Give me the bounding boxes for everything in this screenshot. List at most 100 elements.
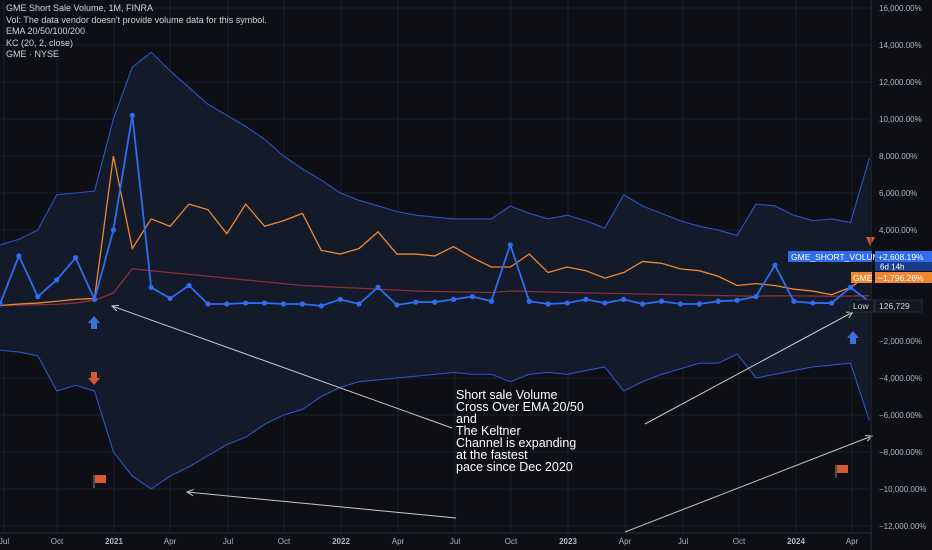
short-volume-point xyxy=(583,296,589,302)
ema-slow-line xyxy=(0,268,870,307)
short-volume-point xyxy=(677,301,684,307)
flag-marker xyxy=(95,475,106,483)
price-tags: GME_SHORT_VOLUME +2,608.19% 6d 14h GME −… xyxy=(788,251,932,313)
legend-ema[interactable]: EMA 20/50/100/200 xyxy=(6,26,86,36)
short-volume-point xyxy=(696,301,702,307)
short-volume-point xyxy=(621,296,627,302)
short-volume-point xyxy=(243,300,249,306)
short-volume-point xyxy=(205,301,211,307)
gme-tag-value: −1,796.26% xyxy=(878,273,924,283)
gme-tag-name: GME xyxy=(853,273,873,283)
short-volume-point xyxy=(545,301,551,307)
short-volume-point xyxy=(337,296,343,302)
y-tick-label: 4,000.00% xyxy=(879,226,917,235)
short-volume-point xyxy=(73,255,79,261)
x-tick-label: Oct xyxy=(51,537,64,546)
annotation-line: Cross Over EMA 20/50 xyxy=(456,400,584,414)
annotation-text[interactable]: Short sale Volume Cross Over EMA 20/50 a… xyxy=(456,389,584,474)
y-tick-label: 16,000.00% xyxy=(879,4,922,13)
annotation-line: pace since Dec 2020 xyxy=(456,460,573,474)
legend-symbol[interactable]: GME · NYSE xyxy=(6,49,60,59)
annotation-arrow xyxy=(111,305,453,429)
x-tick-label: 2024 xyxy=(787,537,805,546)
x-tick-label: Jul xyxy=(223,537,233,546)
y-tick-label: −6,000.00% xyxy=(879,411,922,420)
keltner-channel xyxy=(0,51,870,490)
gme-value-bg xyxy=(875,272,932,283)
short-volume-point xyxy=(110,227,116,233)
short-volume-point xyxy=(640,301,646,307)
x-tick-label: Jul xyxy=(0,537,9,546)
annotation-line: The Keltner xyxy=(456,424,521,438)
annotation-arrow-head xyxy=(864,434,874,442)
x-tick-label: Apr xyxy=(392,537,405,546)
short-volume-point xyxy=(394,302,400,308)
short-volume-point xyxy=(432,299,438,305)
x-tick-label: 2021 xyxy=(105,537,123,546)
short-volume-point xyxy=(299,301,305,307)
flag-marker xyxy=(837,465,848,473)
keltner-fill xyxy=(0,52,870,490)
short-volume-point xyxy=(35,294,41,300)
short-volume-point xyxy=(829,300,835,306)
short-volume-point xyxy=(224,301,230,307)
short-volume-point xyxy=(658,298,665,304)
up-arrow-marker xyxy=(847,331,859,344)
annotation-arrows xyxy=(110,304,874,533)
annotation-arrow-head xyxy=(110,304,120,312)
short-volume-point xyxy=(148,284,154,290)
short-volume-point xyxy=(847,284,854,290)
low-value-bg xyxy=(874,299,923,313)
short-volume-value-bg xyxy=(875,251,932,262)
x-tick-label: Oct xyxy=(505,537,518,546)
short-volume-point xyxy=(526,298,532,304)
signal-markers xyxy=(88,237,875,488)
short-volume-point xyxy=(318,303,324,309)
annotation-arrow xyxy=(644,311,854,425)
y-tick-label: 10,000.00% xyxy=(879,115,922,124)
keltner-upper-line xyxy=(0,51,870,246)
legend-kc[interactable]: KC (20, 2, close) xyxy=(6,37,74,48)
legend-title[interactable]: GME Short Sale Volume, 1M, FINRA xyxy=(6,3,154,13)
short-volume-point xyxy=(451,296,457,302)
short-volume-point xyxy=(356,301,362,307)
y-tick-label: 14,000.00% xyxy=(879,41,922,50)
short-volume-point xyxy=(262,300,268,306)
short-volume-point xyxy=(715,298,721,304)
short-volume-point xyxy=(413,299,419,305)
keltner-lower-line xyxy=(0,349,870,490)
y-tick-label: 12,000.00% xyxy=(879,78,922,87)
x-tick-label: Apr xyxy=(164,537,177,546)
short-volume-tag-value: +2,608.19% xyxy=(878,252,924,262)
x-tick-label: 2023 xyxy=(559,537,577,546)
x-tick-label: Oct xyxy=(733,537,746,546)
short-volume-point xyxy=(129,112,135,118)
y-tick-label: −2,000.00% xyxy=(879,337,922,346)
short-volume-point xyxy=(772,262,778,268)
short-volume-point xyxy=(469,294,476,300)
series-lines xyxy=(0,112,873,309)
x-tick-label: Jul xyxy=(678,537,688,546)
low-tag-value: 126,729 xyxy=(879,301,910,311)
annotation-arrow-head xyxy=(185,489,194,497)
short-volume-point xyxy=(507,242,513,248)
y-tick-label: −4,000.00% xyxy=(879,374,922,383)
short-volume-point xyxy=(91,296,98,302)
x-tick-label: Jul xyxy=(450,537,460,546)
short-volume-point xyxy=(16,253,22,259)
short-volume-point xyxy=(602,300,608,306)
y-tick-label: −8,000.00% xyxy=(879,448,922,457)
low-tag-bg xyxy=(849,299,875,313)
x-tick-label: Apr xyxy=(846,537,859,546)
annotation-line: and xyxy=(456,412,477,426)
x-axis: Jul Oct 2021 Apr Jul Oct 2022 Apr Jul Oct 2023 Apr J… xyxy=(0,532,871,546)
x-tick-label: 2022 xyxy=(332,537,350,546)
annotation-arrow xyxy=(624,435,873,533)
short-volume-point xyxy=(564,300,570,306)
short-volume-tag-sub: 6d 14h xyxy=(880,263,904,272)
x-tick-label: Oct xyxy=(278,537,291,546)
short-volume-point xyxy=(54,277,60,283)
annotation-line: Channel is expanding xyxy=(456,436,577,450)
short-volume-point xyxy=(280,301,287,307)
